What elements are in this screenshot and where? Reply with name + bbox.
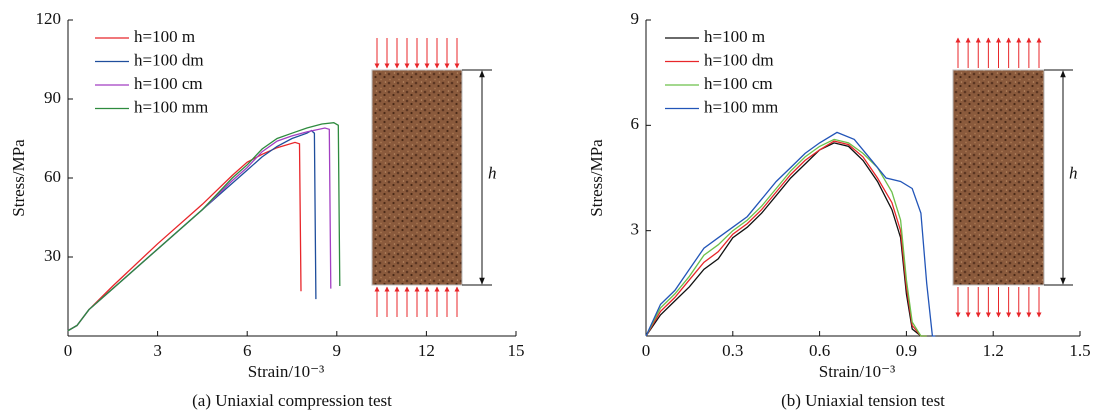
y-axis-label: Stress/MPa [9, 139, 28, 217]
legend-label: h=100 mm [134, 97, 208, 116]
specimen [952, 69, 1045, 286]
legend-label: h=100 mm [704, 97, 778, 116]
caption: (a) Uniaxial compression test [192, 391, 392, 410]
legend-label: h=100 m [704, 27, 765, 46]
dimension-label: h [1069, 163, 1078, 182]
caption: (b) Uniaxial tension test [781, 391, 945, 410]
x-tick-label: 1.2 [983, 341, 1004, 360]
data-line [645, 138, 927, 337]
legend-label: h=100 dm [134, 50, 204, 69]
specimen [371, 69, 463, 286]
x-tick-label: 0.6 [809, 341, 830, 360]
x-axis-label: Strain/10⁻³ [819, 362, 895, 381]
x-tick-label: 6 [243, 341, 252, 360]
dimension-label: h [488, 163, 497, 182]
y-tick-label: 120 [36, 9, 62, 28]
y-tick-label: 6 [631, 114, 640, 133]
x-tick-label: 1.5 [1069, 341, 1090, 360]
y-tick-label: 3 [631, 220, 640, 239]
x-tick-label: 0.9 [896, 341, 917, 360]
data-line [645, 142, 927, 337]
legend-label: h=100 cm [704, 74, 773, 93]
y-tick-label: 90 [44, 88, 61, 107]
legend-label: h=100 dm [704, 50, 774, 69]
data-line [645, 140, 927, 337]
x-tick-label: 0.3 [722, 341, 743, 360]
y-axis-label: Stress/MPa [587, 139, 606, 217]
x-tick-label: 12 [418, 341, 435, 360]
x-tick-label: 3 [153, 341, 162, 360]
data-line [67, 127, 332, 332]
legend-label: h=100 cm [134, 74, 203, 93]
x-tick-label: 0 [642, 341, 651, 360]
x-tick-label: 9 [333, 341, 342, 360]
data-line [67, 129, 317, 332]
data-line [645, 131, 936, 337]
x-tick-label: 0 [64, 341, 73, 360]
legend-label: h=100 m [134, 27, 195, 46]
y-tick-label: 9 [631, 9, 640, 28]
data-line [67, 141, 302, 332]
y-tick-label: 60 [44, 167, 61, 186]
x-axis-label: Strain/10⁻³ [248, 362, 324, 381]
data-line [67, 122, 341, 332]
x-tick-label: 15 [508, 341, 525, 360]
y-tick-label: 30 [44, 246, 61, 265]
